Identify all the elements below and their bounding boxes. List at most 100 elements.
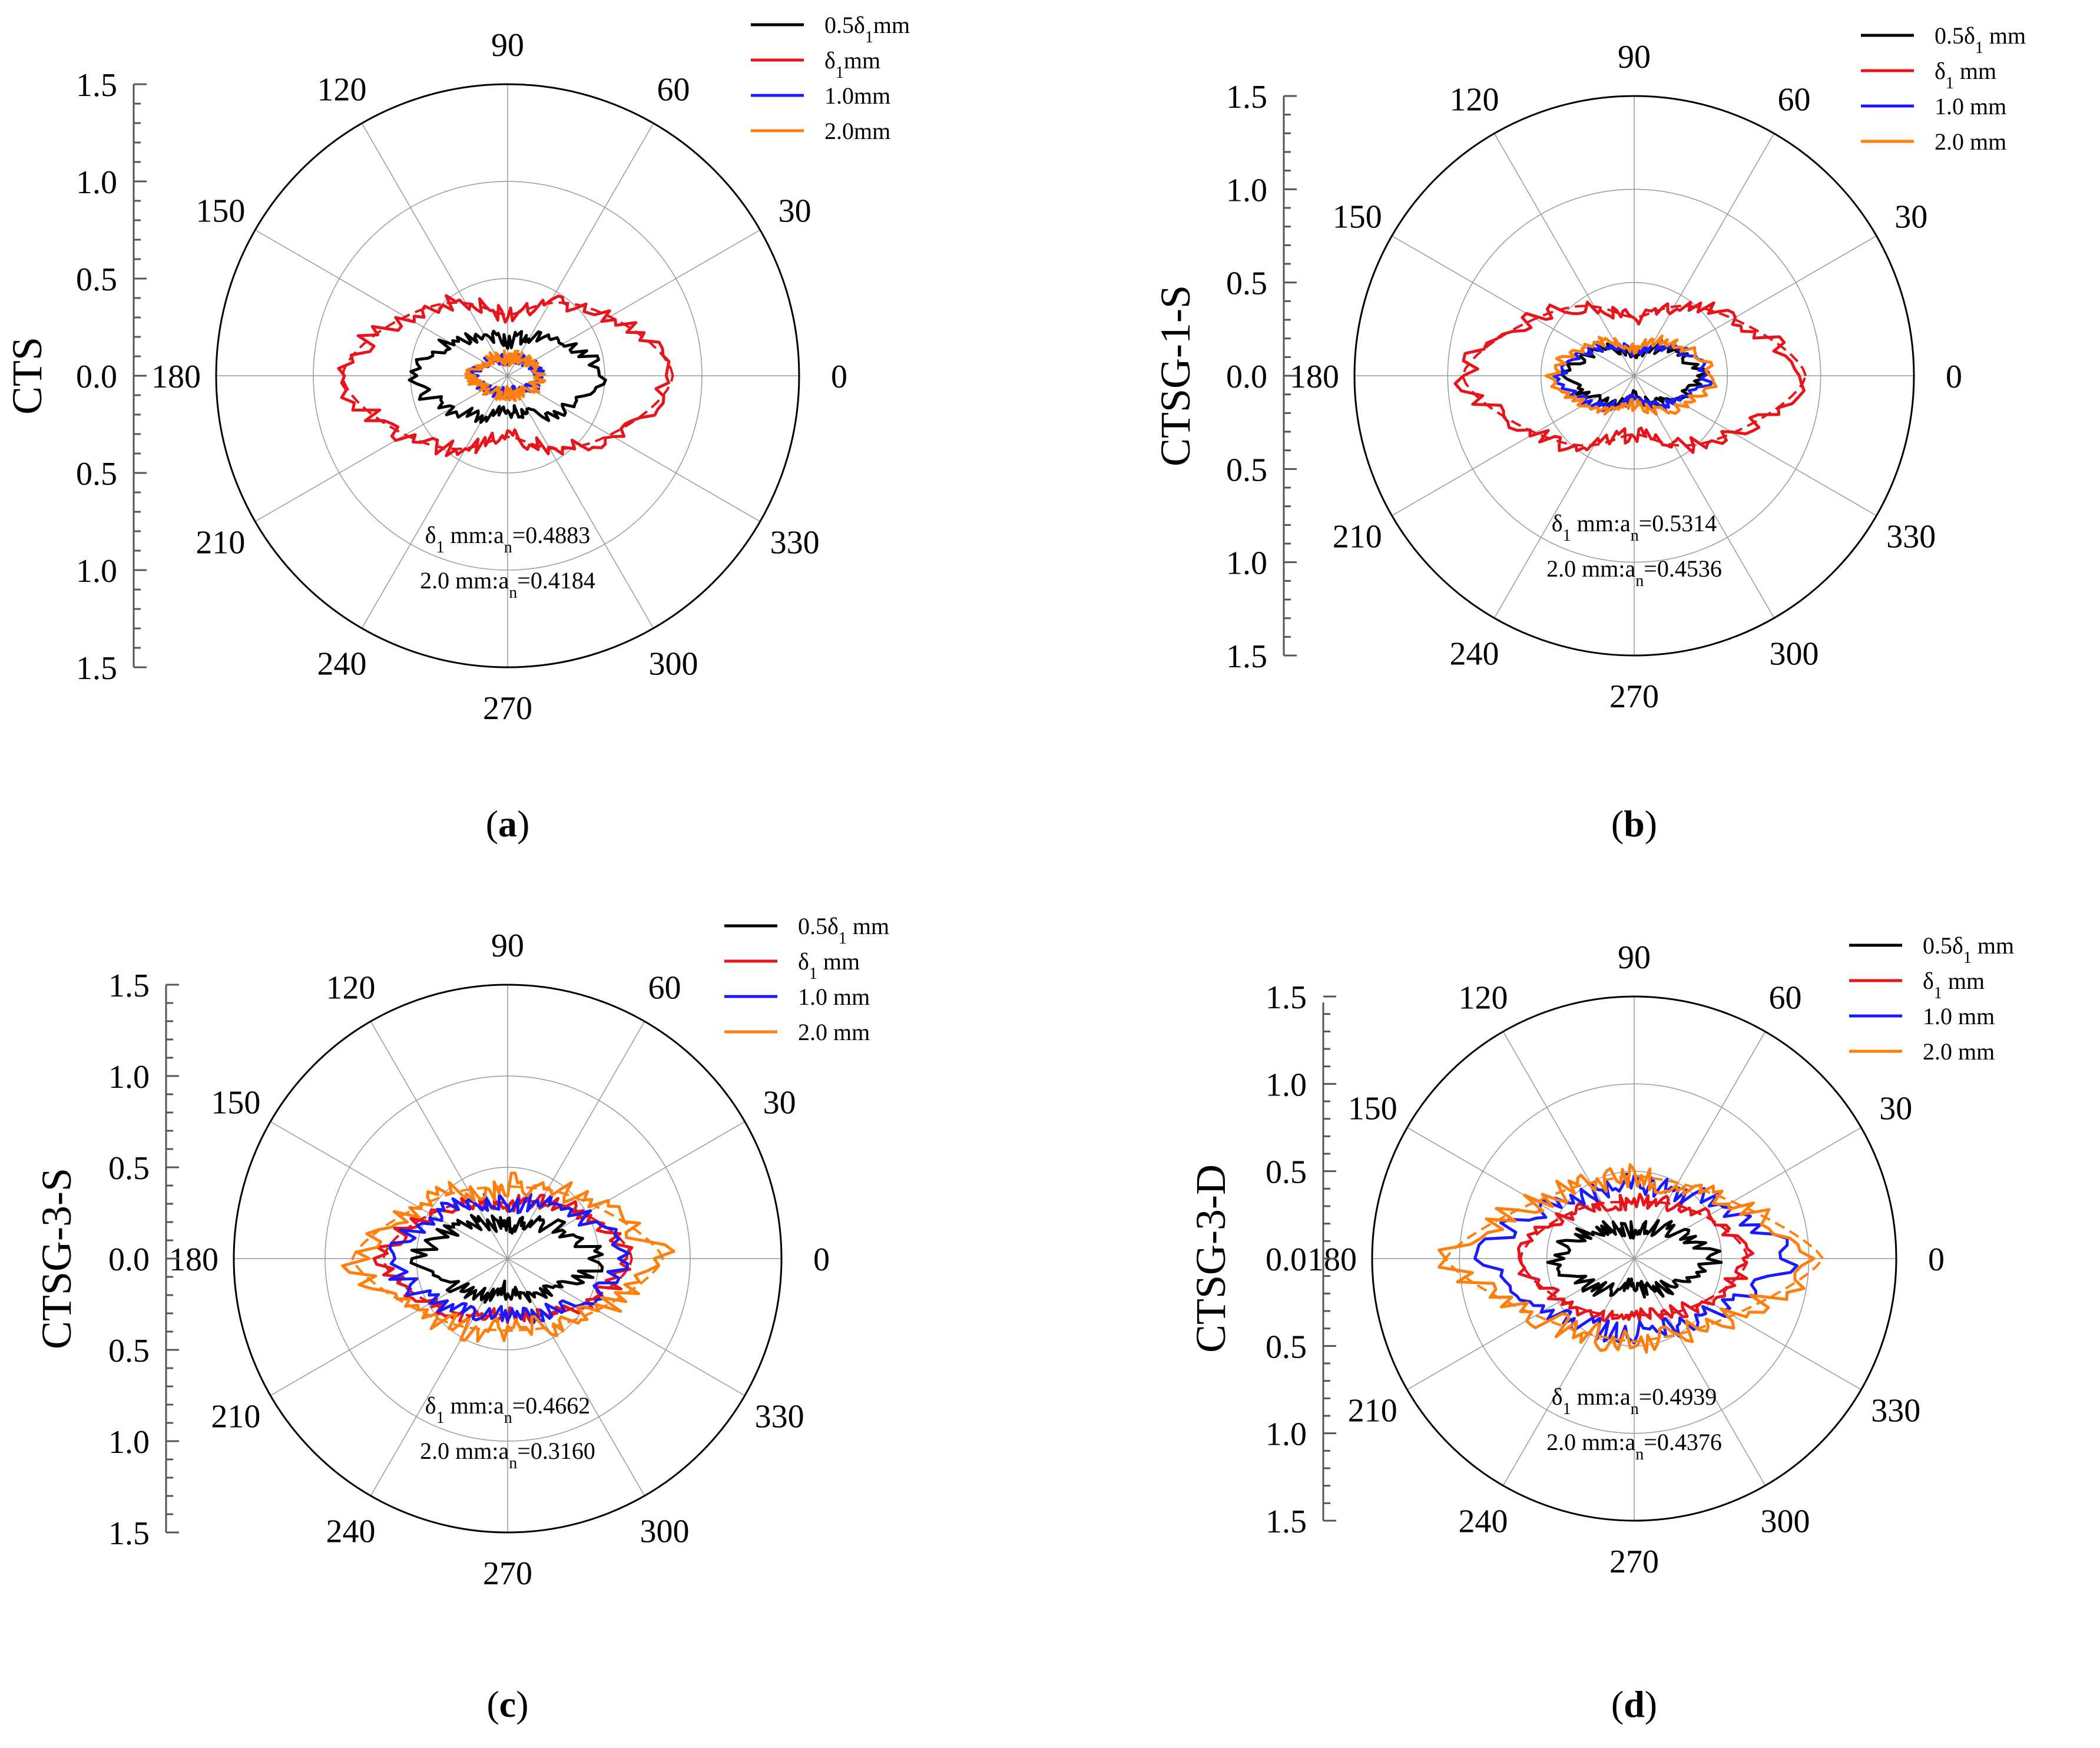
grid-spoke xyxy=(254,229,508,376)
angle-label-0: 0 xyxy=(831,359,847,395)
grid-spoke xyxy=(1493,375,1635,618)
panel-d: 0 30 60 90 120 150 180 210 240 270 300 330 1.5 1.0 0.5… xyxy=(1187,932,2014,1725)
panel-ylabel: CTSG-1-S xyxy=(1152,285,1199,466)
legend-entry: 1.0 mm xyxy=(1935,93,2006,120)
radial-tick-label: 1.0 xyxy=(76,553,117,590)
radial-tick-label: 0.5 xyxy=(108,1333,150,1369)
series-line-0.5δ1 mm xyxy=(409,1214,604,1304)
grid-spoke xyxy=(507,1258,746,1396)
angle-label-270: 270 xyxy=(1609,1544,1659,1580)
annotation-text: 2.0 mm:an=0.4376 xyxy=(1546,1429,1722,1464)
radial-tick-label: 1.0 xyxy=(1226,545,1267,582)
series-line-δ1 mm xyxy=(1453,300,1806,454)
angle-label-180: 180 xyxy=(151,359,201,395)
angle-label-330: 330 xyxy=(770,525,820,561)
polar-outer-circle xyxy=(1353,95,1915,657)
radial-tick-label: 1.0 xyxy=(1226,172,1267,208)
angle-label-180: 180 xyxy=(169,1242,218,1278)
angle-label-330: 330 xyxy=(1871,1393,1920,1429)
grid-spoke xyxy=(270,1258,508,1396)
annotation-text: δ1 mm:an=0.4662 xyxy=(425,1392,591,1427)
angle-label-180: 180 xyxy=(1290,359,1339,395)
panel-label: (c) xyxy=(486,1683,528,1725)
angle-label-330: 330 xyxy=(1886,519,1936,555)
polar-outer-circle xyxy=(1371,995,1897,1522)
angle-label-330: 330 xyxy=(755,1399,804,1435)
grid-spoke xyxy=(1407,1258,1635,1391)
radial-tick-label: 0.0 xyxy=(1266,1242,1307,1278)
angle-label-90: 90 xyxy=(1618,939,1651,976)
angle-label-300: 300 xyxy=(1770,635,1819,672)
radial-tick-label: 0.0 xyxy=(1226,359,1267,395)
panel-c: 0 30 60 90 120 150 180 210 240 270 300 330 1.5 1.0 0.5… xyxy=(33,913,889,1725)
series-line-2.0 mm xyxy=(341,1171,675,1343)
radial-tick-label: 1.5 xyxy=(108,968,150,1004)
radial-tick-label: 1.0 xyxy=(108,1424,150,1461)
legend-entry: δ1 mm xyxy=(1923,968,1985,1002)
series-line-δ1mm xyxy=(337,294,671,458)
legend-entry: δ1 mm xyxy=(1935,58,1996,92)
series-line-1.0 mm xyxy=(388,1193,630,1324)
grid-spoke xyxy=(507,123,654,376)
panel-a: 0 30 60 90 120 150 180 210 240 270 300 330 1.5 1.0 0.5… xyxy=(4,12,910,845)
angle-label-0: 0 xyxy=(813,1242,830,1278)
legend-entry: 1.0 mm xyxy=(798,984,870,1010)
legend-entry: 2.0mm xyxy=(824,118,890,144)
legend-entry: 1.0mm xyxy=(824,82,890,109)
angle-label-180: 180 xyxy=(1307,1242,1357,1278)
series-line-δ1 mm xyxy=(372,1194,634,1325)
radial-tick-label: 1.0 xyxy=(76,164,117,201)
grid-spoke xyxy=(507,1021,645,1259)
radial-tick-label: 1.5 xyxy=(76,650,117,687)
angle-label-0: 0 xyxy=(1946,359,1962,395)
annotation-text: 2.0 mm:an=0.4184 xyxy=(420,567,595,602)
panel-label: (d) xyxy=(1611,1683,1657,1725)
annotation-text: 2.0 mm:an=0.4536 xyxy=(1546,555,1722,590)
grid-spoke xyxy=(1634,1127,1861,1259)
angle-label-60: 60 xyxy=(657,71,690,108)
annotation-text: 2.0 mm:an=0.3160 xyxy=(420,1438,595,1472)
radial-tick-label: 0.0 xyxy=(76,359,117,395)
angle-label-240: 240 xyxy=(326,1514,376,1550)
panel-ylabel: CTSG-3-D xyxy=(1187,1164,1234,1353)
radial-tick-label: 1.0 xyxy=(108,1059,150,1095)
grid-spoke xyxy=(507,375,761,522)
grid-spoke xyxy=(270,1121,508,1259)
angle-label-270: 270 xyxy=(483,690,532,727)
series-line-2.0 mm xyxy=(1544,334,1718,416)
grid-spoke xyxy=(1407,1127,1635,1259)
grid-spoke xyxy=(507,229,761,376)
legend-entry: 2.0 mm xyxy=(1935,128,2006,155)
angle-label-90: 90 xyxy=(491,27,524,64)
annotation-text: δ1 mm:an=0.4883 xyxy=(425,522,591,557)
angle-label-300: 300 xyxy=(640,1514,690,1550)
series-fit-δ1 mm xyxy=(1461,304,1807,447)
legend-entry: 0.5δ1mm xyxy=(824,12,910,47)
angle-label-150: 150 xyxy=(1348,1091,1397,1127)
angle-label-300: 300 xyxy=(649,646,698,683)
radial-tick-label: 1.0 xyxy=(1266,1067,1307,1103)
legend-entry: 0.5δ1 mm xyxy=(1935,22,2026,57)
angle-label-30: 30 xyxy=(1879,1091,1912,1127)
series-line-0.5δ1mm xyxy=(408,329,607,424)
grid-spoke xyxy=(1634,133,1775,376)
angle-label-90: 90 xyxy=(491,928,524,964)
grid-spoke xyxy=(507,375,654,629)
grid-spoke xyxy=(1493,133,1635,376)
legend-entry: 1.0 mm xyxy=(1923,1003,1995,1029)
radial-tick-label: 0.5 xyxy=(1266,1154,1307,1191)
legend-entry: 0.5δ1 mm xyxy=(798,913,889,948)
angle-label-210: 210 xyxy=(1333,519,1382,555)
grid-spoke xyxy=(1634,375,1775,618)
angle-label-240: 240 xyxy=(1459,1503,1508,1540)
series-line-2.0mm xyxy=(464,349,546,402)
angle-label-60: 60 xyxy=(648,969,681,1006)
grid-spoke xyxy=(254,375,508,522)
angle-label-270: 270 xyxy=(483,1555,532,1592)
panel-label: (b) xyxy=(1611,803,1657,845)
radial-tick-label: 0.5 xyxy=(1266,1329,1307,1365)
legend-entry: δ1mm xyxy=(824,47,880,82)
angle-label-120: 120 xyxy=(317,71,367,108)
radial-tick-label: 0.0 xyxy=(108,1242,150,1278)
angle-label-150: 150 xyxy=(196,193,245,230)
